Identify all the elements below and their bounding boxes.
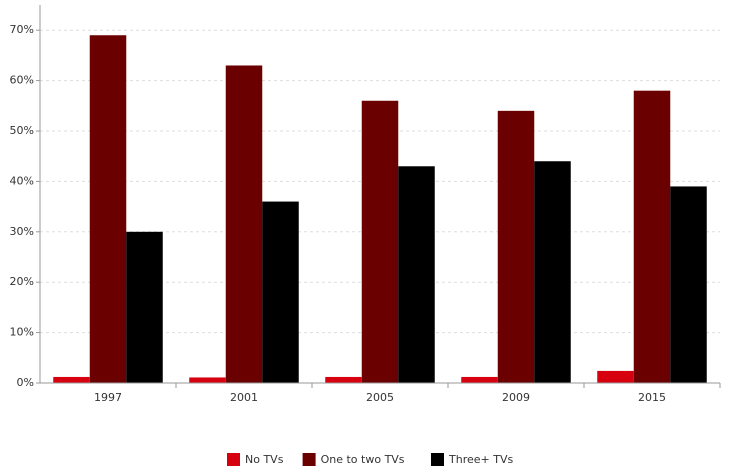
legend-label: Three+ TVs: [448, 453, 513, 466]
bar: [497, 110, 535, 383]
y-tick-label: 40%: [10, 174, 34, 187]
bar: [461, 376, 498, 383]
bar: [225, 65, 263, 383]
bar: [262, 201, 299, 383]
y-tick-label: 20%: [10, 275, 34, 288]
bar: [361, 100, 399, 383]
x-tick-label: 2009: [502, 391, 530, 404]
bar: [53, 376, 90, 383]
x-tick-label: 1997: [94, 391, 122, 404]
legend-label: One to two TVs: [321, 453, 405, 466]
y-tick-label: 0%: [17, 376, 34, 389]
y-tick-label: 70%: [10, 23, 34, 36]
legend-swatch: [431, 453, 444, 466]
x-tick-label: 2015: [638, 391, 666, 404]
legend-label: No TVs: [245, 453, 284, 466]
x-tick-label: 2001: [230, 391, 258, 404]
bar: [670, 186, 707, 383]
y-tick-label: 30%: [10, 225, 34, 238]
legend-swatch: [302, 453, 316, 466]
bar: [534, 161, 571, 383]
bar: [597, 370, 634, 383]
y-tick-label: 60%: [10, 74, 34, 87]
legend-swatch: [227, 453, 240, 466]
bar: [126, 231, 163, 383]
bar: [633, 90, 671, 384]
y-tick-label: 10%: [10, 326, 34, 339]
y-tick-label: 50%: [10, 124, 34, 137]
bar: [89, 35, 127, 384]
bar: [398, 166, 435, 383]
bar: [189, 377, 226, 383]
x-tick-label: 2005: [366, 391, 394, 404]
bar: [325, 376, 362, 383]
